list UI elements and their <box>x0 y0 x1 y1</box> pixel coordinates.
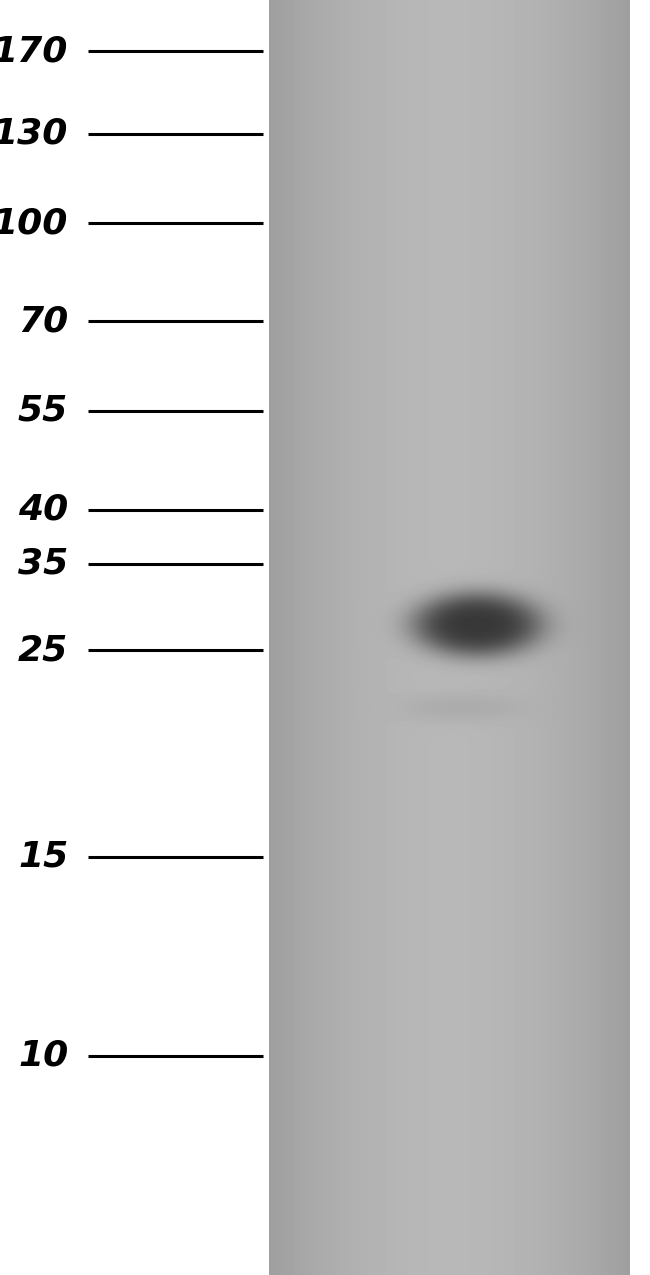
Text: 170: 170 <box>0 34 68 68</box>
Text: 55: 55 <box>18 394 68 427</box>
Text: 130: 130 <box>0 117 68 150</box>
Text: 15: 15 <box>18 840 68 873</box>
Text: 70: 70 <box>18 305 68 338</box>
Text: 40: 40 <box>18 493 68 527</box>
Text: 10: 10 <box>18 1039 68 1072</box>
Text: 35: 35 <box>18 547 68 580</box>
Text: 100: 100 <box>0 207 68 240</box>
Text: 25: 25 <box>18 634 68 667</box>
